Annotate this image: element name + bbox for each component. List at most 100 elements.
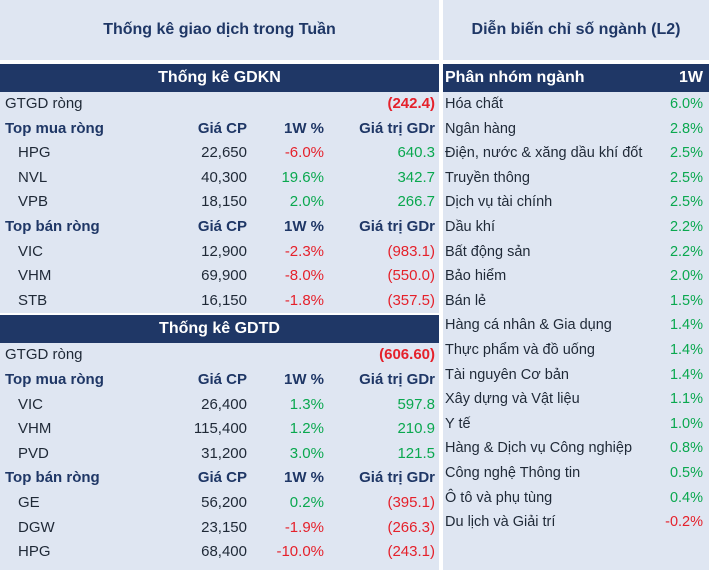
col-value: Giá trị GDr xyxy=(359,370,435,388)
gdtd-net-label: GTGD ròng xyxy=(5,346,83,364)
table-row: VIC 26,400 1.3% 597.8 xyxy=(0,393,439,418)
sector-change: 0.5% xyxy=(669,464,703,481)
list-item: Bất động sản 2.2% xyxy=(443,240,709,265)
sector-change: 2.5% xyxy=(669,194,703,211)
sector-change: 1.4% xyxy=(669,317,703,334)
sector-change: 2.5% xyxy=(669,145,703,162)
sector-name: Bất động sản xyxy=(445,243,531,260)
change: -2.3% xyxy=(284,242,324,260)
net-value: (395.1) xyxy=(387,493,435,511)
list-item: Du lịch và Giải trí -0.2% xyxy=(443,510,709,535)
list-item: Hàng cá nhân & Gia dụng 1.4% xyxy=(443,313,709,338)
table-row: HPG 68,400 -10.0% (243.1) xyxy=(0,540,439,565)
ticker: NVL xyxy=(18,168,48,186)
sector-change: 0.4% xyxy=(669,489,703,506)
ticker: VIC xyxy=(18,242,44,260)
ticker: PVD xyxy=(18,444,49,462)
sector-header: Phân nhóm ngành 1W xyxy=(443,64,709,92)
net-value: 121.5 xyxy=(397,444,435,462)
list-item: Truyền thông 2.5% xyxy=(443,166,709,191)
net-value: 266.7 xyxy=(397,193,435,211)
sector-list: Hóa chất 6.0% Ngân hàng 2.8% Điện, nước & xă… xyxy=(443,92,709,535)
col-value: Giá trị GDr xyxy=(359,119,435,137)
sector-header-name: Phân nhóm ngành xyxy=(445,69,585,86)
table-row: VHM 115,400 1.2% 210.9 xyxy=(0,417,439,442)
list-item: Điện, nước & xăng dầu khí đốt 2.5% xyxy=(443,141,709,166)
change: 3.0% xyxy=(289,444,324,462)
ticker: VHM xyxy=(18,420,52,438)
sector-name: Tài nguyên Cơ bản xyxy=(445,366,569,383)
gdtd-buy-header: Top mua ròng Giá CP 1W % Giá trị GDr xyxy=(0,368,439,393)
price: 68,400 xyxy=(201,543,247,561)
sector-index-title: Diễn biến chỉ số ngành (L2) xyxy=(443,0,709,60)
change: 2.0% xyxy=(289,193,324,211)
list-item: Hàng & Dịch vụ Công nghiệp 0.8% xyxy=(443,436,709,461)
gdtd-net-value: (606.60) xyxy=(379,346,435,364)
sector-change: 2.2% xyxy=(669,243,703,260)
col-price: Giá CP xyxy=(197,217,247,235)
sector-name: Ô tô và phụ tùng xyxy=(445,489,553,506)
table-row: STB 16,150 -1.8% (357.5) xyxy=(0,289,439,314)
col-change: 1W % xyxy=(283,119,324,137)
table-row: VHM 69,900 -8.0% (550.0) xyxy=(0,264,439,289)
sector-name: Hàng & Dịch vụ Công nghiệp xyxy=(445,440,633,457)
change: -1.8% xyxy=(284,291,324,309)
sector-name: Ngân hàng xyxy=(445,120,516,137)
price: 69,900 xyxy=(201,267,247,285)
gdkn-net-label: GTGD ròng xyxy=(5,95,83,112)
list-item: Xây dựng và Vật liệu 1.1% xyxy=(443,387,709,412)
sector-name: Dịch vụ tài chính xyxy=(445,194,553,211)
net-value: (550.0) xyxy=(387,267,435,285)
net-value: (983.1) xyxy=(387,242,435,260)
net-value: 210.9 xyxy=(397,420,435,438)
table-row: GE 56,200 0.2% (395.1) xyxy=(0,491,439,516)
list-item: Ngân hàng 2.8% xyxy=(443,117,709,142)
sector-change: 1.0% xyxy=(669,415,703,432)
net-value: 597.8 xyxy=(397,395,435,413)
sector-name: Thực phẩm và đồ uống xyxy=(445,341,595,358)
gdkn-sell-title: Top bán ròng xyxy=(5,217,100,235)
sector-change: 0.8% xyxy=(669,440,703,457)
gdkn-band: Thống kê GDKN xyxy=(0,64,439,92)
sector-name: Truyền thông xyxy=(445,169,530,186)
ticker: VHM xyxy=(18,267,52,285)
list-item: Thực phẩm và đồ uống 1.4% xyxy=(443,338,709,363)
col-price: Giá CP xyxy=(197,370,247,388)
price: 40,300 xyxy=(201,168,247,186)
price: 23,150 xyxy=(201,518,247,536)
change: -8.0% xyxy=(284,267,324,285)
change: -6.0% xyxy=(284,144,324,162)
change: 0.2% xyxy=(289,493,324,511)
gdtd-sell-header: Top bán ròng Giá CP 1W % Giá trị GDr xyxy=(0,466,439,491)
sector-name: Bảo hiểm xyxy=(445,268,507,285)
list-item: Dịch vụ tài chính 2.5% xyxy=(443,190,709,215)
gdtd-band: Thống kê GDTD xyxy=(0,315,439,344)
gdtd-sell-title: Top bán ròng xyxy=(5,469,100,487)
ticker: HPG xyxy=(18,543,51,561)
price: 56,200 xyxy=(201,493,247,511)
list-item: Tài nguyên Cơ bản 1.4% xyxy=(443,363,709,388)
list-item: Bán lẻ 1.5% xyxy=(443,289,709,314)
change: 1.2% xyxy=(289,420,324,438)
ticker: GE xyxy=(18,493,40,511)
net-value: 342.7 xyxy=(397,168,435,186)
gdkn-net-value: (242.4) xyxy=(387,95,435,112)
sector-change: 2.8% xyxy=(669,120,703,137)
sector-change: 2.5% xyxy=(669,169,703,186)
col-price: Giá CP xyxy=(197,119,247,137)
sector-name: Du lịch và Giải trí xyxy=(445,514,556,531)
sector-change: -0.2% xyxy=(665,514,703,531)
net-value: (357.5) xyxy=(387,291,435,309)
price: 12,900 xyxy=(201,242,247,260)
price: 26,400 xyxy=(201,395,247,413)
ticker: VIC xyxy=(18,395,44,413)
sector-name: Hàng cá nhân & Gia dụng xyxy=(445,317,612,334)
col-value: Giá trị GDr xyxy=(359,217,435,235)
sector-header-value: 1W xyxy=(679,69,703,86)
sector-name: Công nghệ Thông tin xyxy=(445,464,581,481)
ticker: DGW xyxy=(18,518,55,536)
gdtd-net-row: GTGD ròng (606.60) xyxy=(0,343,439,368)
table-row: PVD 31,200 3.0% 121.5 xyxy=(0,442,439,467)
net-value: (266.3) xyxy=(387,518,435,536)
col-change: 1W % xyxy=(283,370,324,388)
